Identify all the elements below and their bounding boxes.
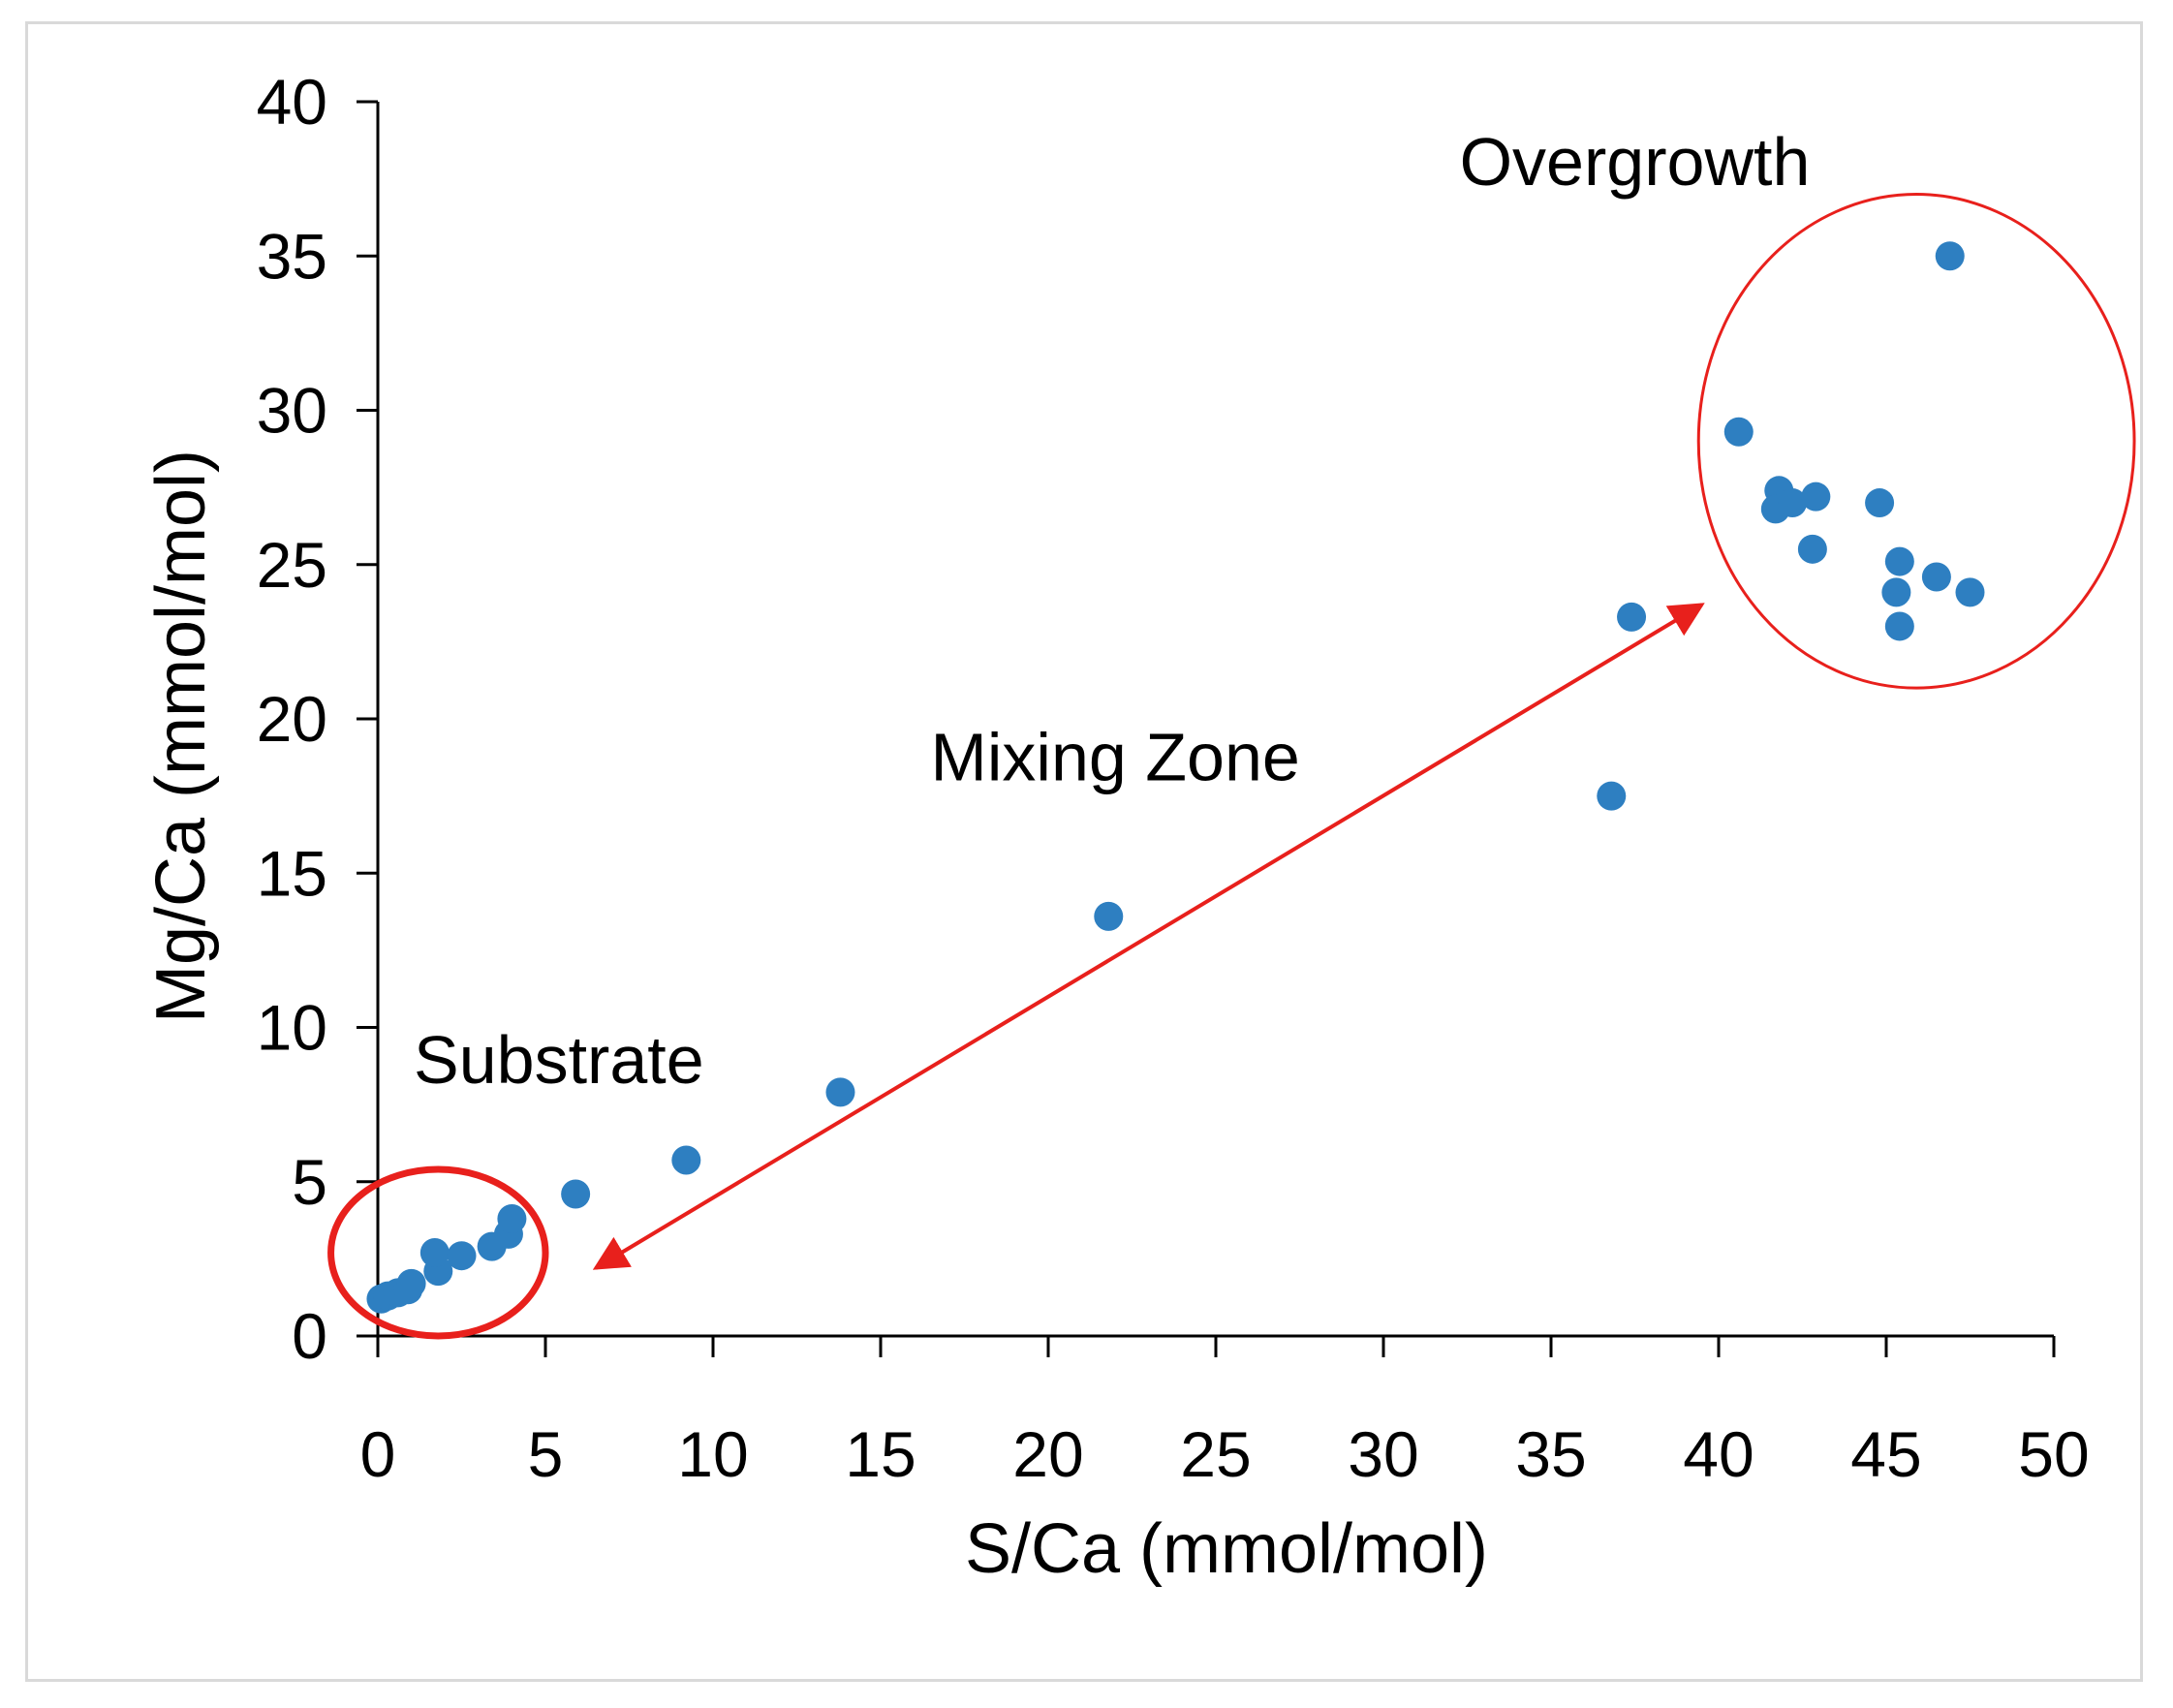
data-point: [497, 1203, 527, 1233]
x-tick-label: 45: [1850, 1418, 1921, 1490]
x-tick-label: 50: [2018, 1418, 2089, 1490]
data-point: [1094, 901, 1124, 931]
data-point: [396, 1268, 426, 1298]
x-tick-label: 20: [1012, 1418, 1083, 1490]
data-point: [825, 1077, 855, 1107]
y-tick-label: 25: [257, 529, 327, 601]
data-point: [1723, 417, 1754, 447]
x-axis-title: S/Ca (mmol/mol): [965, 1510, 1488, 1588]
x-tick-label: 0: [360, 1418, 396, 1490]
y-tick-label: 20: [257, 683, 327, 755]
data-point: [1597, 781, 1627, 811]
data-point: [671, 1145, 701, 1175]
chart-frame: 0 5 10 15 20 25 30 35 40 45 50 0 5 10 15 20 25 30 35 40 S/C…: [25, 21, 2143, 1682]
data-point: [1884, 546, 1914, 576]
x-tick-label: 5: [528, 1418, 564, 1490]
data-point: [1884, 611, 1914, 641]
x-tick-label: 25: [1180, 1418, 1251, 1490]
y-tick-label: 35: [257, 220, 327, 292]
y-tick-label: 15: [257, 837, 327, 909]
y-tick-label: 40: [257, 66, 327, 138]
data-point: [561, 1179, 591, 1209]
x-tick-label: 15: [845, 1418, 916, 1490]
data-point: [1865, 488, 1895, 518]
y-tick-label: 10: [257, 992, 327, 1064]
data-point: [1797, 534, 1827, 564]
data-point: [1955, 577, 1985, 607]
data-point: [1921, 562, 1951, 592]
data-points: [366, 241, 1985, 1314]
y-axis-title: Mg/Ca (mmol/mol): [142, 450, 220, 1023]
y-tick-label: 0: [292, 1300, 327, 1372]
x-tick-label: 30: [1348, 1418, 1418, 1490]
y-tick-label: 5: [292, 1146, 327, 1218]
annotation-shapes: [327, 193, 2136, 1340]
data-point: [447, 1241, 477, 1271]
scatter-chart: 0 5 10 15 20 25 30 35 40 45 50 0 5 10 15 20 25 30 35 40 S/C…: [142, 66, 2136, 1588]
annotation-substrate: Substrate: [414, 1022, 704, 1098]
data-point: [1617, 602, 1647, 632]
data-point: [1801, 481, 1831, 512]
x-tick-label: 10: [677, 1418, 748, 1490]
data-point: [1881, 577, 1911, 607]
y-tick-label: 30: [257, 375, 327, 447]
x-tick-label: 35: [1515, 1418, 1586, 1490]
data-point: [1778, 488, 1808, 518]
annotation-mixing-zone: Mixing Zone: [931, 720, 1300, 795]
data-point: [419, 1238, 450, 1268]
axes: 0 5 10 15 20 25 30 35 40 45 50 0 5 10 15 20 25 30 35 40: [257, 66, 2090, 1490]
x-tick-label: 40: [1683, 1418, 1754, 1490]
data-point: [1935, 241, 1965, 271]
substrate-ellipse: [327, 1165, 549, 1340]
overgrowth-ellipse: [1696, 193, 2136, 690]
annotation-overgrowth: Overgrowth: [1460, 124, 1811, 200]
mixing-arrow: [592, 603, 1705, 1270]
